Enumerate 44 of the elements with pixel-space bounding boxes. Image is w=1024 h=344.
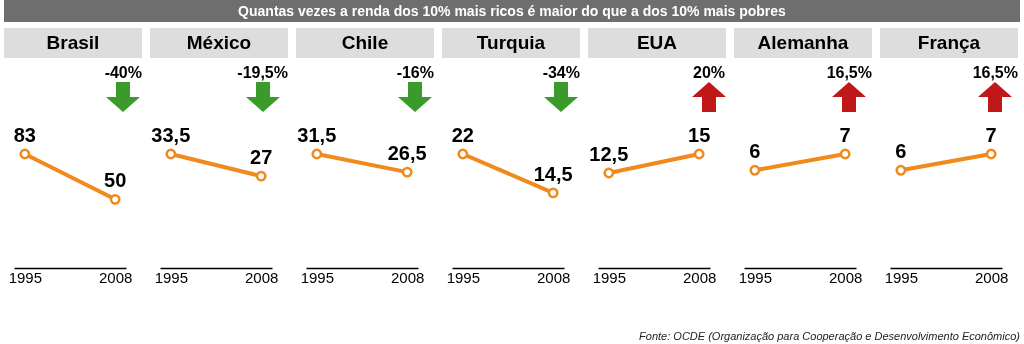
chart-title: Alemanha [734,28,872,58]
x-tick-label: 1995 [884,268,919,286]
chart-title: EUA [588,28,726,58]
chart-title: Turquia [442,28,580,58]
x-tick-label: 1995 [446,268,481,286]
data-label: 33,5 [151,124,191,146]
data-label: 6 [749,140,761,163]
text: -40% [104,64,142,82]
chart-title: México [150,28,288,58]
data-label: 27 [250,146,273,169]
x-tick-label: 2008 [828,268,863,286]
x-tick-label: 2008 [244,268,279,286]
text: -34% [542,64,580,82]
x-tick-label: 1995 [592,268,627,286]
chart-title: França [880,28,1018,58]
data-label: 14,5 [533,162,573,185]
x-tick-label: 1995 [8,268,43,286]
data-label: 12,5 [589,143,629,165]
text: Quantas vezes a renda dos 10% mais ricos é maior do que a dos 10% mais pobres [4,0,1020,22]
text: 16,5% [826,64,872,82]
x-tick-label: 2008 [974,268,1009,286]
data-label: 22 [451,124,474,146]
x-tick-label: 2008 [682,268,717,286]
data-label: 6 [895,140,907,163]
text: -16% [396,64,434,82]
data-label: 31,5 [297,124,337,146]
x-tick-label: 1995 [154,268,189,286]
chart-title: Brasil [4,28,142,58]
chart-title: Chile [296,28,434,58]
data-label: 26,5 [387,142,427,165]
x-tick-label: 1995 [300,268,335,286]
text: 16,5% [972,64,1018,82]
text: -19,5% [237,64,288,82]
x-tick-label: 2008 [98,268,133,286]
source-note: Fonte: OCDE (Organização para Cooperação e Desenvolvimento Econômico) [639,330,1020,342]
x-tick-label: 2008 [536,268,571,286]
data-label: 15 [688,124,711,146]
x-tick-label: 1995 [738,268,773,286]
x-tick-label: 2008 [390,268,425,286]
text: 20% [692,64,726,82]
data-label: 7 [985,124,997,146]
data-label: 7 [839,124,851,146]
data-label: 50 [104,169,127,192]
data-label: 83 [13,124,36,146]
